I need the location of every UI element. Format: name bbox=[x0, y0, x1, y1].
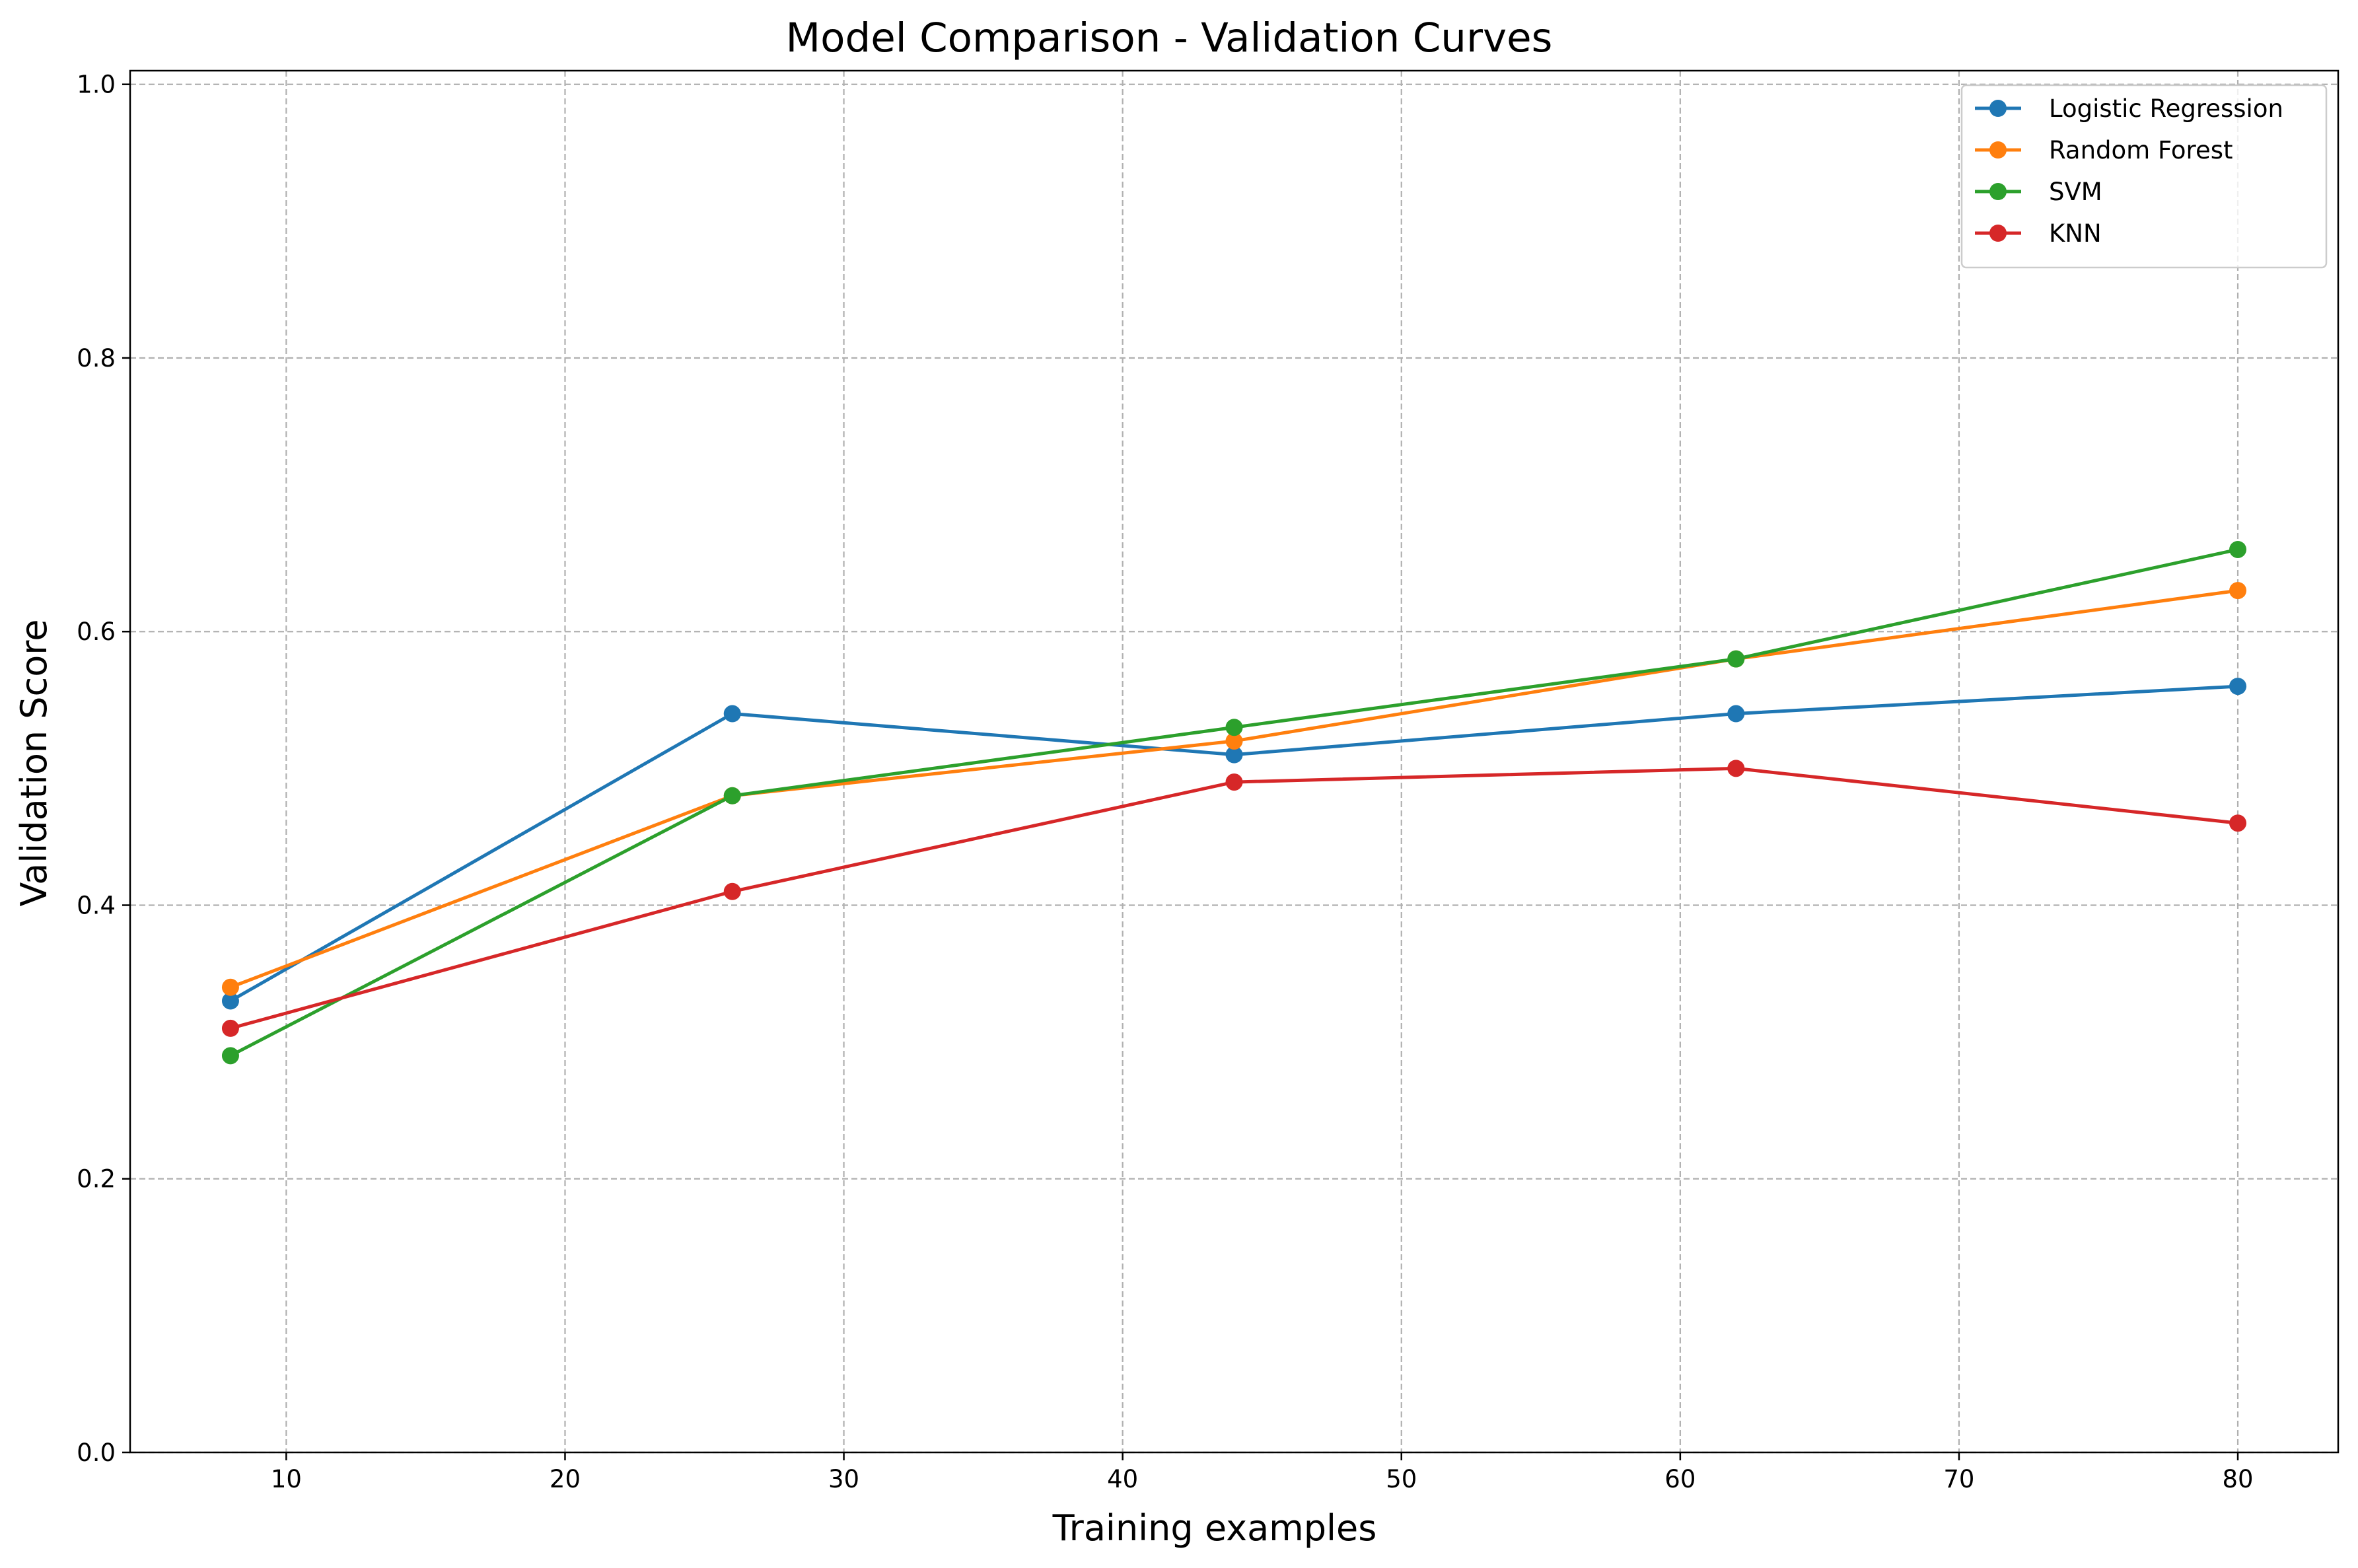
data-point bbox=[1727, 760, 1745, 777]
data-point bbox=[1727, 650, 1745, 668]
data-point bbox=[723, 705, 741, 723]
x-tick-label: 20 bbox=[550, 1465, 581, 1493]
data-point bbox=[723, 787, 741, 804]
data-point bbox=[1225, 732, 1243, 750]
chart-title: Model Comparison - Validation Curves bbox=[786, 15, 1553, 61]
axes bbox=[122, 69, 2340, 1460]
x-axis-label: Training examples bbox=[1052, 1507, 1377, 1549]
x-tick-label: 60 bbox=[1664, 1465, 1696, 1493]
x-tick-label: 10 bbox=[271, 1465, 302, 1493]
x-tick-label: 40 bbox=[1107, 1465, 1138, 1493]
legend-box bbox=[1960, 84, 2328, 269]
legend-label: Logistic Regression bbox=[2049, 94, 2283, 123]
legend-swatch-marker bbox=[1989, 100, 2007, 117]
y-tick-label: 0.0 bbox=[77, 1439, 116, 1467]
x-tick-label: 70 bbox=[1943, 1465, 1974, 1493]
legend-swatch-marker bbox=[1989, 225, 2007, 242]
y-tick-label: 0.6 bbox=[77, 618, 116, 646]
legend-label: SVM bbox=[2049, 178, 2102, 206]
plot-frame bbox=[129, 69, 2340, 1454]
legend-label: KNN bbox=[2049, 219, 2102, 248]
y-tick-label: 1.0 bbox=[77, 71, 116, 99]
legend: Logistic Regression Random Forest SVM KNN bbox=[1960, 84, 2328, 269]
series-svm bbox=[221, 540, 2247, 1065]
legend-item: SVM bbox=[1975, 178, 2102, 206]
legend-item: KNN bbox=[1975, 219, 2102, 248]
legend-item: Random Forest bbox=[1975, 136, 2233, 164]
x-tick-label: 80 bbox=[2222, 1465, 2253, 1493]
data-point bbox=[221, 992, 239, 1010]
x-tick-label: 50 bbox=[1386, 1465, 1417, 1493]
data-point bbox=[2229, 678, 2247, 695]
data-point bbox=[723, 882, 741, 900]
legend-item: Logistic Regression bbox=[1975, 94, 2283, 123]
y-tick-label: 0.4 bbox=[77, 891, 116, 919]
legend-swatch-marker bbox=[1989, 141, 2007, 159]
data-point bbox=[2229, 540, 2247, 558]
data-point bbox=[221, 978, 239, 996]
tick-labels: 10 20 30 40 50 60 70 80 0.0 0.2 0.4 0.6 0.8 1.0 bbox=[77, 71, 2253, 1493]
data-point bbox=[221, 1047, 239, 1065]
series-logistic-regression bbox=[221, 678, 2247, 1010]
data-point bbox=[221, 1019, 239, 1037]
data-point bbox=[1225, 746, 1243, 764]
series-lines bbox=[221, 540, 2247, 1065]
data-point bbox=[1225, 773, 1243, 791]
y-tick-label: 0.8 bbox=[77, 344, 116, 373]
data-point bbox=[1225, 719, 1243, 736]
legend-label: Random Forest bbox=[2049, 136, 2233, 164]
x-tick-label: 30 bbox=[828, 1465, 859, 1493]
data-point bbox=[2229, 582, 2247, 600]
data-point bbox=[2229, 814, 2247, 832]
y-axis-label: Validation Score bbox=[13, 619, 55, 906]
series-knn bbox=[221, 760, 2247, 1037]
data-point bbox=[1727, 705, 1745, 723]
legend-swatch-marker bbox=[1989, 183, 2007, 200]
y-tick-label: 0.2 bbox=[77, 1165, 116, 1194]
